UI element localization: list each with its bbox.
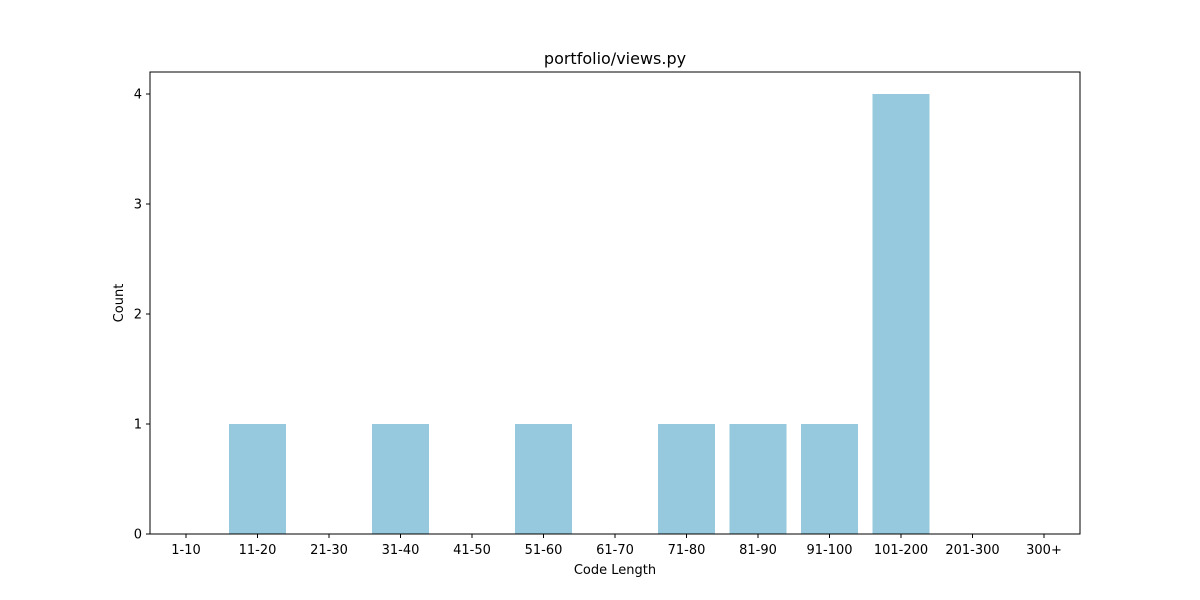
x-tick-label: 11-20 [239, 543, 277, 558]
bar-11-20 [229, 424, 286, 534]
bar-81-90 [729, 424, 787, 534]
x-tick-label: 61-70 [596, 543, 634, 558]
x-tick-label: 101-200 [874, 543, 928, 558]
bar-101-200 [872, 94, 930, 534]
x-tick-label: 31-40 [382, 543, 420, 558]
bar-91-100 [801, 424, 858, 534]
bar-51-60 [515, 424, 572, 534]
x-axis-ticks: 1-10 11-20 21-30 31-40 41-50 51-60 61-70 71-80 8… [171, 534, 1062, 558]
y-tick-label: 1 [134, 418, 142, 433]
plot-area-frame [149, 71, 1081, 535]
x-tick-label: 41-50 [453, 543, 491, 558]
x-tick-label: 1-10 [171, 543, 201, 558]
bar-71-80 [658, 424, 715, 534]
x-tick-label: 81-90 [739, 543, 777, 558]
x-tick-label: 51-60 [525, 543, 563, 558]
y-tick-label: 3 [134, 198, 142, 213]
x-tick-label: 91-100 [806, 543, 852, 558]
x-tick-label: 201-300 [945, 543, 999, 558]
y-tick-label: 4 [134, 88, 142, 103]
x-axis-label: Code Length [574, 563, 656, 578]
bar-31-40 [372, 424, 429, 534]
chart-title: portfolio/views.py [544, 49, 686, 68]
y-tick-label: 0 [134, 528, 142, 543]
x-tick-label: 300+ [1026, 543, 1062, 558]
bars-group [229, 94, 930, 534]
y-axis-label: Count [112, 284, 127, 323]
y-tick-label: 2 [134, 308, 142, 323]
x-tick-label: 21-30 [310, 543, 348, 558]
x-tick-label: 71-80 [668, 543, 706, 558]
y-axis-ticks: 0 1 2 3 4 [134, 88, 150, 543]
